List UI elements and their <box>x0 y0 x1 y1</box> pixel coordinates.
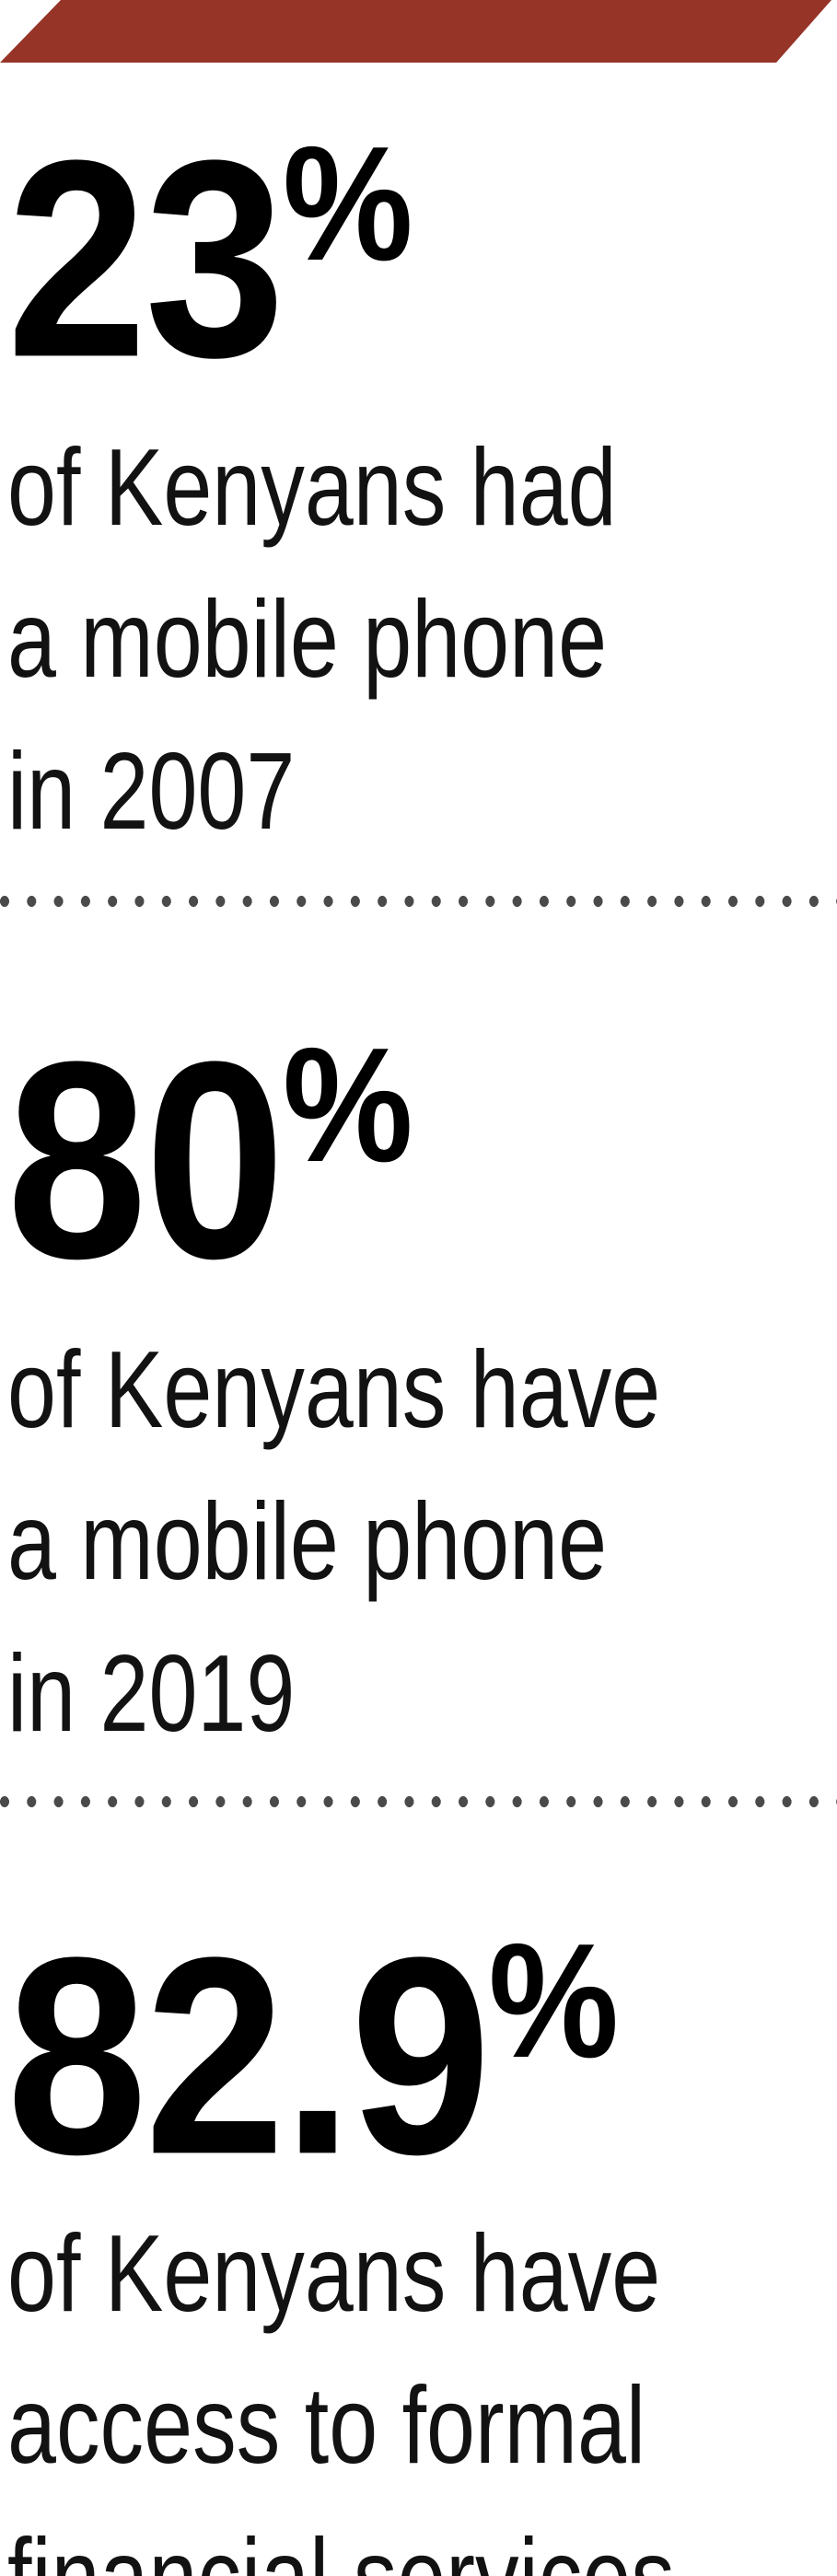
stat-number: 80 <box>6 1003 285 1317</box>
stat-caption-line: in 2007 <box>7 730 296 853</box>
stat-block-mobile-2019: 80% of Kenyans have a mobile phone in 20… <box>0 1003 837 1807</box>
stat-block-financial-access: 82.9% of Kenyans have access to formal f… <box>0 1898 837 2576</box>
stat-value: 80% <box>0 1003 753 1300</box>
stat-caption-line: in 2019 <box>7 1631 296 1755</box>
percent-sign: % <box>283 1015 413 1197</box>
stat-value: 82.9% <box>0 1898 753 2196</box>
percent-sign: % <box>283 113 413 295</box>
stat-block-mobile-2007: 23% of Kenyans had a mobile phone in 200… <box>0 101 837 908</box>
stat-caption: of Kenyans have access to formal financi… <box>0 2198 837 2576</box>
stat-value: 23% <box>0 101 753 399</box>
red-banner-parallelogram <box>0 0 831 63</box>
stat-caption: of Kenyans had a mobile phone in 2007 <box>0 412 837 867</box>
stat-caption: of Kenyans have a mobile phone in 2019 <box>0 1314 837 1770</box>
dotted-divider <box>0 896 837 908</box>
stat-caption-line: of Kenyans had <box>7 426 617 550</box>
stat-caption-line: of Kenyans have <box>7 2212 661 2336</box>
stat-caption-line: of Kenyans have <box>7 1328 661 1451</box>
stat-caption-line: access to formal <box>7 2364 646 2488</box>
stat-caption-line: a mobile phone <box>7 578 608 702</box>
stat-number: 23 <box>6 101 285 416</box>
stat-caption-line: a mobile phone <box>7 1479 608 1603</box>
percent-sign: % <box>488 1909 620 2092</box>
stat-number: 82.9 <box>6 1898 491 2213</box>
stat-caption-line: financial services <box>7 2501 675 2576</box>
dotted-divider <box>0 1795 837 1807</box>
